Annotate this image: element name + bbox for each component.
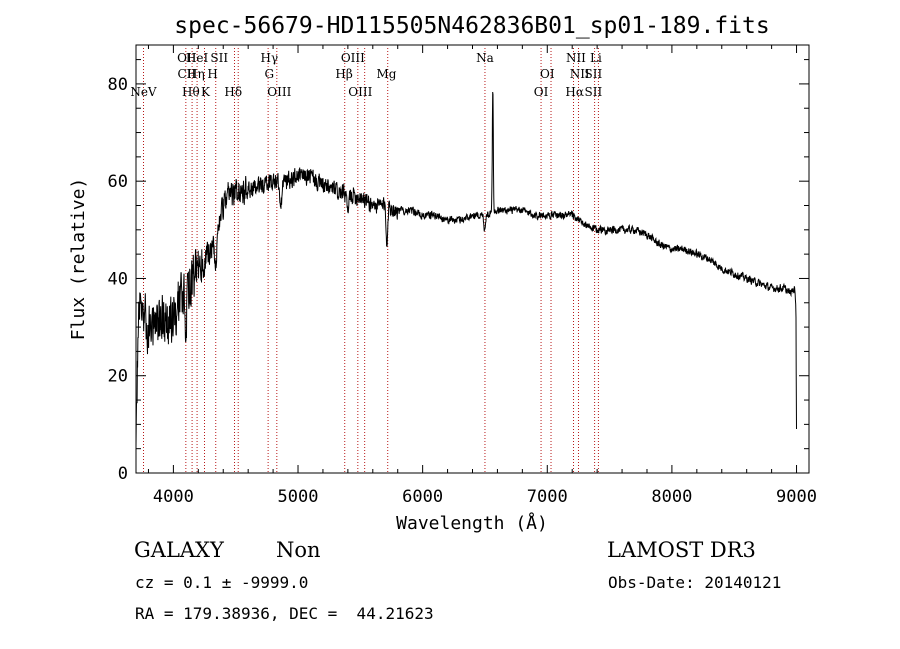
x-tick-label: 9000 xyxy=(776,487,817,507)
line-marker-label: Mg xyxy=(377,67,397,81)
line-marker-label: OI xyxy=(540,67,555,81)
line-marker-label: Hθ xyxy=(182,85,200,99)
y-tick-label: 0 xyxy=(118,464,128,484)
line-marker-label: SII xyxy=(585,67,603,81)
line-marker-label: OIII xyxy=(267,85,291,99)
line-marker-label: H xyxy=(207,67,217,81)
x-tick-label: 7000 xyxy=(527,487,568,507)
survey-name: LAMOST DR3 xyxy=(607,538,756,562)
line-marker-label: OII xyxy=(177,51,197,65)
line-marker-label: OIII xyxy=(348,85,372,99)
x-tick-label: 5000 xyxy=(278,487,319,507)
y-axis-ticks: 0 20 40 60 80 xyxy=(108,59,809,484)
line-marker-label: OI xyxy=(534,85,549,99)
line-marker-label: Hη xyxy=(187,67,205,81)
line-marker-label: CII xyxy=(178,67,197,81)
emission-line-labels: NeV OII CII Hθ HeI Hη KH SII Hδ Hγ G OIII OIII Hβ OIII… xyxy=(130,51,602,99)
redshift-cz: cz = 0.1 ± -9999.0 xyxy=(135,573,309,592)
line-marker-label: SII xyxy=(585,85,603,99)
ra-dec-coordinates: RA = 179.38936, DEC = 44.21623 xyxy=(135,604,434,623)
line-marker-label: G xyxy=(265,67,275,81)
line-marker-label: Na xyxy=(476,51,494,65)
line-marker-label: NII xyxy=(570,67,590,81)
line-marker-label: Hγ xyxy=(261,51,279,65)
line-marker-label: Hα xyxy=(565,85,584,99)
y-tick-label: 80 xyxy=(108,75,128,95)
line-marker-label: Hβ xyxy=(335,67,352,81)
line-marker-label: HeI xyxy=(186,51,209,65)
line-marker-label: SII xyxy=(210,51,228,65)
x-axis-ticks: 4000 5000 6000 7000 8000 9000 xyxy=(147,45,817,507)
observation-date: Obs-Date: 20140121 xyxy=(608,573,782,592)
line-marker-label: Li xyxy=(590,51,602,65)
line-marker-label: NII xyxy=(566,51,586,65)
y-tick-label: 20 xyxy=(108,367,128,387)
line-marker-label: NeV xyxy=(130,85,157,99)
chart-title: spec-56679-HD115505N462836B01_sp01-189.f… xyxy=(174,13,769,39)
spectrum-line xyxy=(135,91,797,447)
x-axis-title: Wavelength (Å) xyxy=(396,512,548,534)
line-marker-label: Hδ xyxy=(224,85,242,99)
object-class: GALAXY xyxy=(134,538,224,562)
emission-line-markers xyxy=(143,48,599,473)
line-marker-label: OIII xyxy=(341,51,365,65)
x-tick-label: 8000 xyxy=(651,487,692,507)
object-subclass: Non xyxy=(276,538,321,562)
y-tick-label: 60 xyxy=(108,172,128,192)
y-tick-label: 40 xyxy=(108,269,128,289)
x-tick-label: 4000 xyxy=(153,487,194,507)
x-tick-label: 6000 xyxy=(402,487,443,507)
line-marker-label: K xyxy=(201,85,211,99)
y-axis-title: Flux (relative) xyxy=(68,178,89,341)
